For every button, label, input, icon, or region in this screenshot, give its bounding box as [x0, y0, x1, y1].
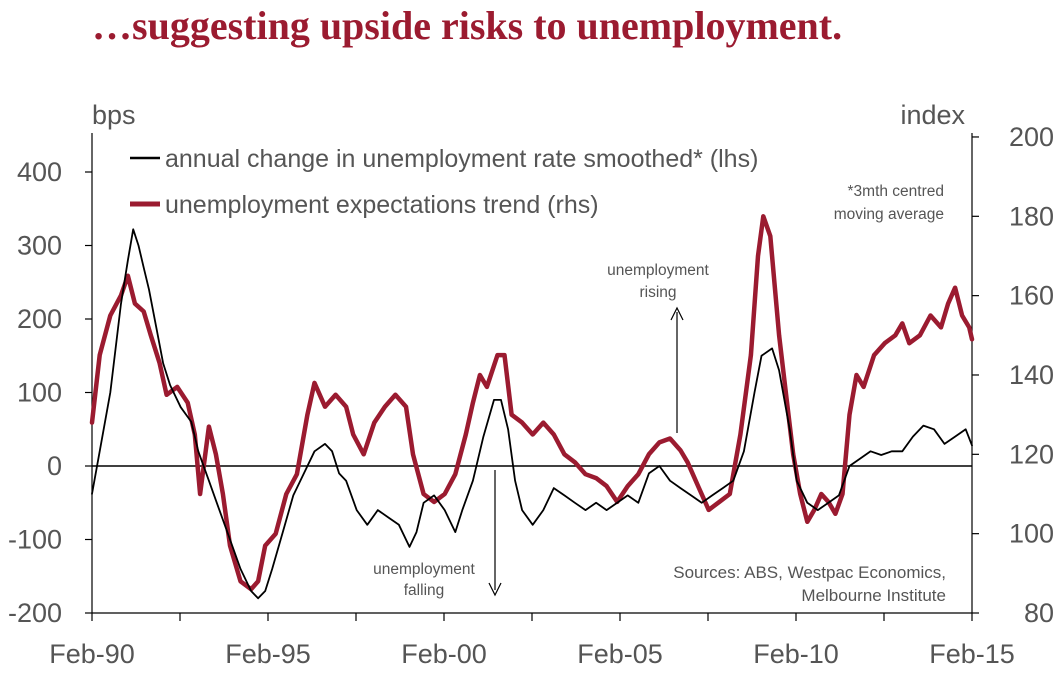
legend-label-red: unemployment expectations trend (rhs) [165, 191, 599, 219]
axis-ticks: -200 -100 0 100 200 300 400 80 100 120 140 160 180 20… [8, 122, 1054, 669]
footnote-line-1: *3mth centred [848, 183, 945, 200]
arrow-down-head [488, 582, 502, 597]
legend: annual change in unemployment rate smoot… [130, 145, 758, 219]
legend-label-black: annual change in unemployment rate smoot… [165, 145, 758, 173]
x-tick-label: Feb-90 [49, 639, 135, 669]
right-tick-label: 80 [1024, 598, 1054, 628]
right-tick-label: 180 [1009, 201, 1054, 231]
annotation-falling-line-1: unemployment [373, 561, 475, 578]
left-tick-label: -200 [8, 598, 62, 628]
x-tick-label: Feb-15 [929, 639, 1015, 669]
series-line-unemployment-change [91, 228, 973, 600]
series-lines [89, 214, 975, 600]
annotation-falling: unemployment falling [373, 470, 502, 599]
left-tick-label: 400 [17, 157, 62, 187]
right-tick-label: 100 [1009, 519, 1054, 549]
x-tick-label: Feb-95 [225, 639, 311, 669]
left-tick-label: -100 [8, 525, 62, 555]
left-tick-label: 0 [47, 451, 62, 481]
chart-title: …suggesting upside risks to unemployment… [92, 3, 843, 48]
source-line-1: Sources: ABS, Westpac Economics, [673, 563, 946, 582]
right-tick-label: 140 [1009, 360, 1054, 390]
annotation-rising: unemployment rising [607, 262, 710, 433]
left-axis-unit: bps [92, 100, 136, 130]
footnote-line-2: moving average [834, 206, 944, 223]
left-tick-label: 100 [17, 378, 62, 408]
source-line-2: Melbourne Institute [801, 586, 946, 605]
arrow-up-head [670, 306, 684, 321]
annotation-falling-line-2: falling [404, 582, 445, 599]
right-tick-label: 160 [1009, 281, 1054, 311]
x-tick-label: Feb-00 [401, 639, 487, 669]
right-axis-unit: index [900, 100, 965, 130]
right-tick-label: 200 [1009, 122, 1054, 152]
left-tick-label: 200 [17, 304, 62, 334]
right-tick-label: 120 [1009, 439, 1054, 469]
x-tick-label: Feb-05 [577, 639, 663, 669]
annotation-rising-line-1: unemployment [607, 262, 709, 279]
x-tick-label: Feb-10 [753, 639, 839, 669]
series-line-expectations [89, 214, 975, 592]
left-tick-label: 300 [17, 231, 62, 261]
annotation-rising-line-2: rising [639, 284, 676, 301]
